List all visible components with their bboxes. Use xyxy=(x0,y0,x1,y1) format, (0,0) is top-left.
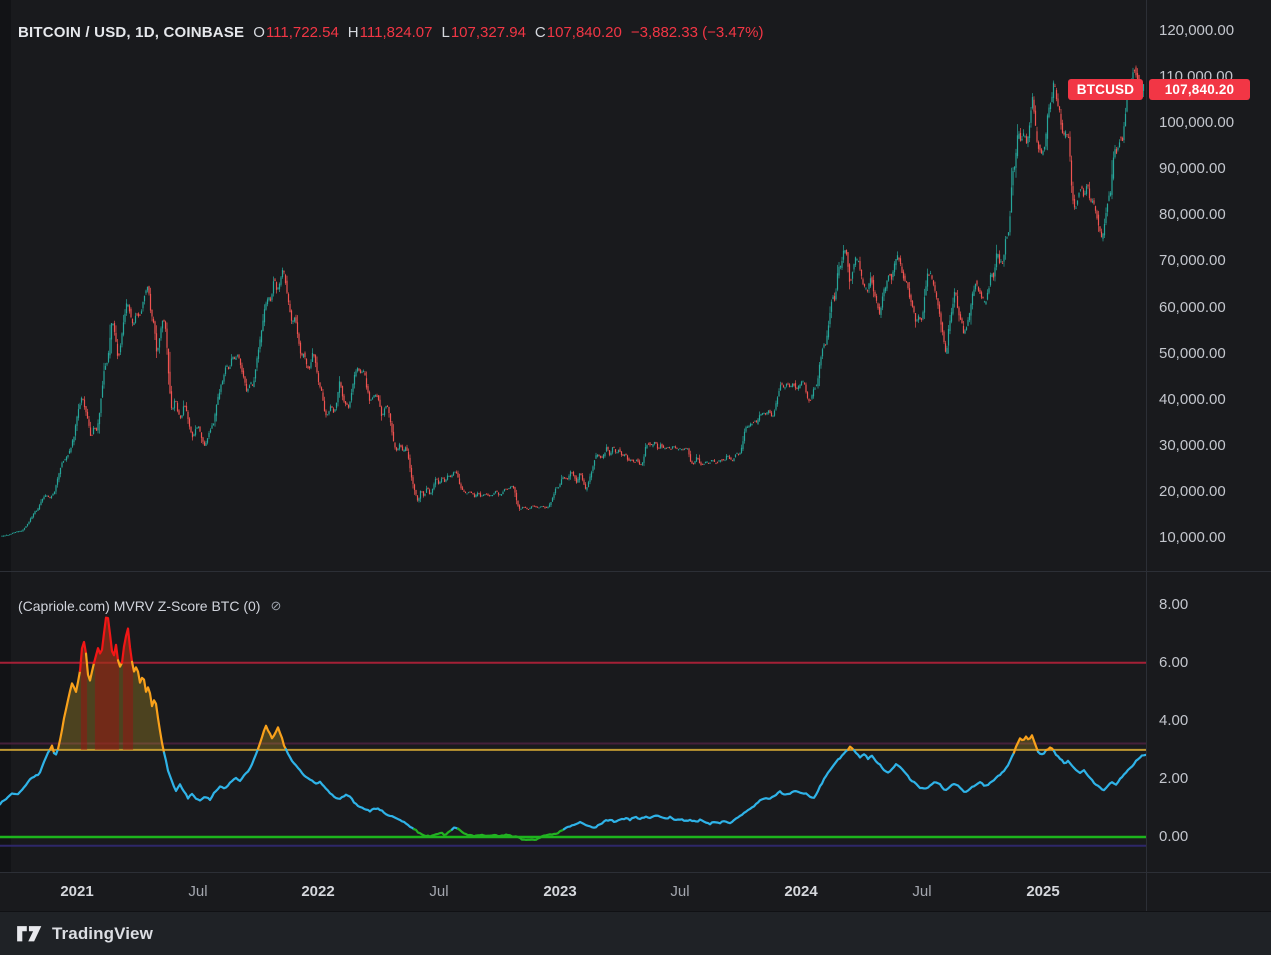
axis-divider xyxy=(1146,0,1147,911)
footer-bar: TradingView xyxy=(0,911,1271,955)
high-value: 111,824.07 xyxy=(359,24,433,41)
indicator-header: (Capriole.com) MVRV Z-Score BTC (0) ⊘ xyxy=(18,598,281,614)
time-axis-label-2022: 2022 xyxy=(301,883,335,900)
mvrv-axis-label: 4.00 xyxy=(1159,711,1189,729)
price-axis-label: 10,000.00 xyxy=(1159,529,1226,546)
last-price-badge: 107,840.20 xyxy=(1149,79,1250,100)
tradingview-brand[interactable]: TradingView xyxy=(52,923,153,943)
mvrv-axis-label: 2.00 xyxy=(1159,769,1189,787)
open-value: 111,722.54 xyxy=(265,24,339,41)
mvrv-axis-label: 6.00 xyxy=(1159,653,1189,671)
price-axis-label: 100,000.00 xyxy=(1159,114,1235,132)
candlestick-chart[interactable] xyxy=(0,0,1146,571)
mvrv-pane[interactable] xyxy=(0,572,1146,872)
time-axis[interactable]: 2021 Jul 2022 Jul 2023 Jul 2024 Jul 2025 xyxy=(0,873,1271,911)
change-value: −3,882.33 (−3.47%) xyxy=(630,24,764,41)
price-axis-label: 60,000.00 xyxy=(1159,298,1226,316)
open-field: O111,722.54 xyxy=(253,24,339,41)
close-value: 107,840.20 xyxy=(546,24,622,41)
time-axis-label-jul: Jul xyxy=(670,883,690,900)
price-pane[interactable] xyxy=(0,0,1146,571)
price-axis-label: 30,000.00 xyxy=(1159,436,1226,454)
hide-indicator-icon[interactable]: ⊘ xyxy=(270,598,282,613)
time-axis-label-2021: 2021 xyxy=(60,883,94,900)
price-axis-label: 20,000.00 xyxy=(1159,482,1226,500)
time-axis-label-jul: Jul xyxy=(188,883,208,900)
indicator-title[interactable]: (Capriole.com) MVRV Z-Score BTC (0) xyxy=(18,598,261,614)
mvrv-axis[interactable]: 8.00 6.00 4.00 2.00 0.00 xyxy=(1147,572,1271,872)
time-axis-divider xyxy=(0,872,1271,873)
symbol-header: BITCOIN / USD, 1D, COINBASE O111,722.54 … xyxy=(18,24,763,41)
price-axis-label: 80,000.00 xyxy=(1159,206,1226,224)
price-axis-label: 50,000.00 xyxy=(1159,344,1226,362)
mvrv-axis-label: 0.00 xyxy=(1159,828,1189,845)
mvrv-axis-label: 8.00 xyxy=(1159,595,1189,613)
time-axis-label-jul: Jul xyxy=(429,883,449,900)
pane-divider[interactable] xyxy=(0,571,1271,572)
symbol-title[interactable]: BITCOIN / USD, 1D, COINBASE xyxy=(18,24,245,41)
time-axis-label-jul: Jul xyxy=(912,883,932,900)
mvrv-zscore-chart[interactable] xyxy=(0,572,1146,872)
close-field: C107,840.20 xyxy=(534,24,622,41)
price-axis-label: 70,000.00 xyxy=(1159,252,1226,270)
price-axis-label: 90,000.00 xyxy=(1159,160,1226,178)
time-axis-label-2025: 2025 xyxy=(1026,883,1060,900)
price-axis-label: 40,000.00 xyxy=(1159,390,1226,408)
high-field: H111,824.07 xyxy=(347,24,433,41)
low-value: 107,327.94 xyxy=(450,24,526,41)
time-axis-label-2024: 2024 xyxy=(784,883,818,900)
low-field: L107,327.94 xyxy=(441,24,526,41)
tradingview-logo-icon[interactable] xyxy=(16,922,43,946)
left-margin-strip xyxy=(0,0,11,911)
time-axis-label-2023: 2023 xyxy=(543,883,577,900)
price-axis-label: 120,000.00 xyxy=(1159,22,1235,39)
symbol-price-badge: BTCUSD xyxy=(1068,79,1143,100)
